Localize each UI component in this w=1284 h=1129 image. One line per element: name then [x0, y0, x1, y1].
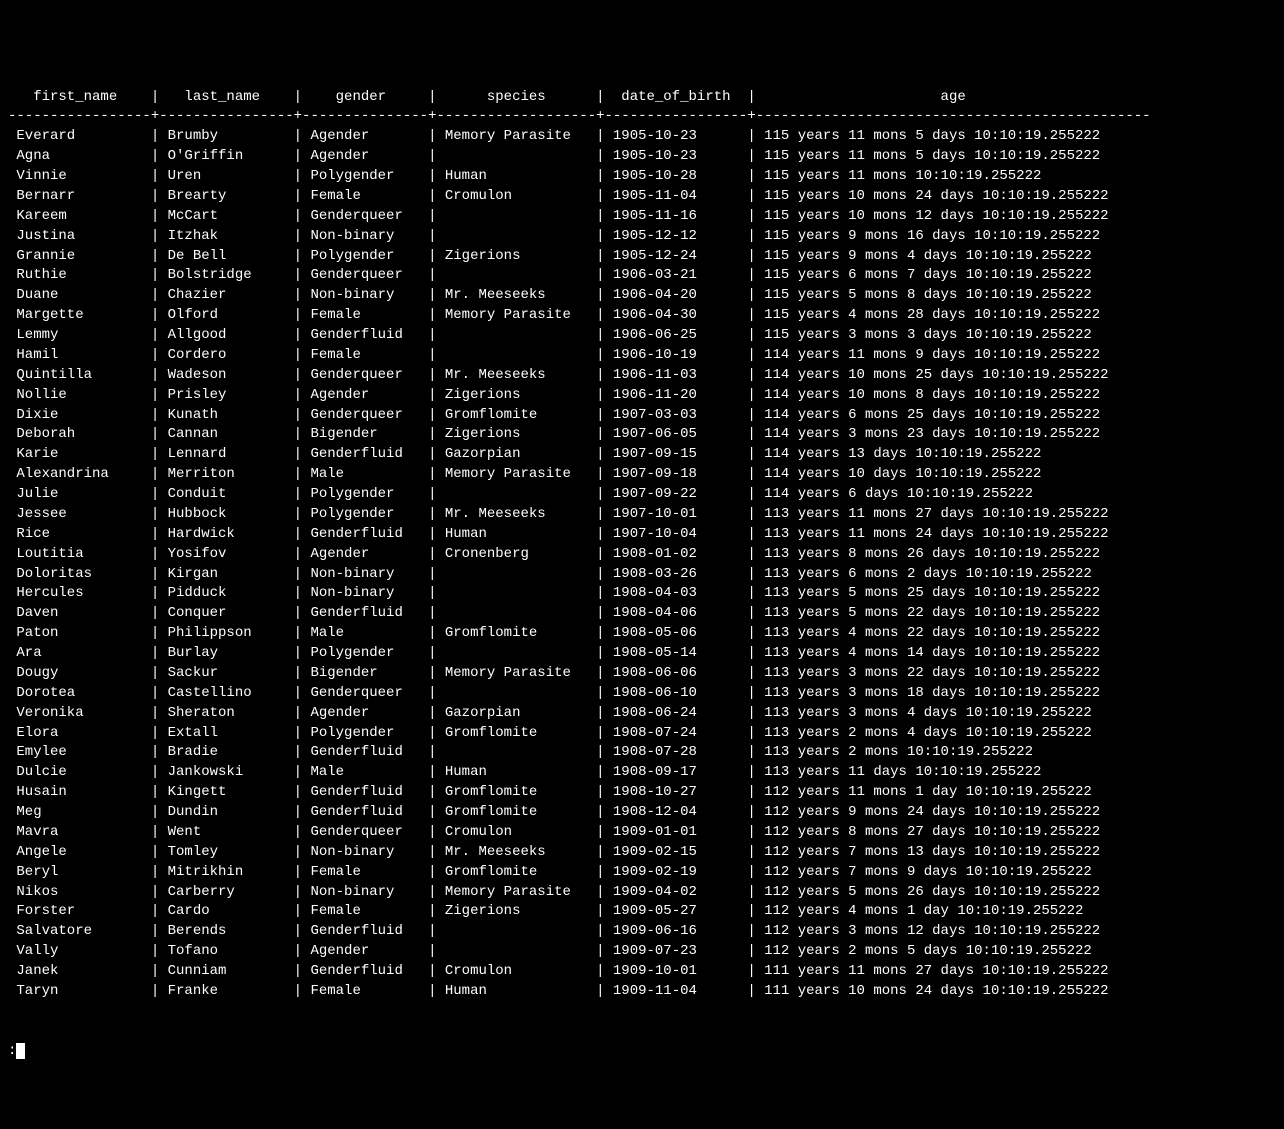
pager-prompt-text: : [8, 1043, 16, 1059]
pager-prompt[interactable]: : [8, 1042, 1276, 1062]
cursor [16, 1043, 24, 1058]
terminal-output: first_name | last_name | gender | specie… [8, 88, 1276, 1002]
